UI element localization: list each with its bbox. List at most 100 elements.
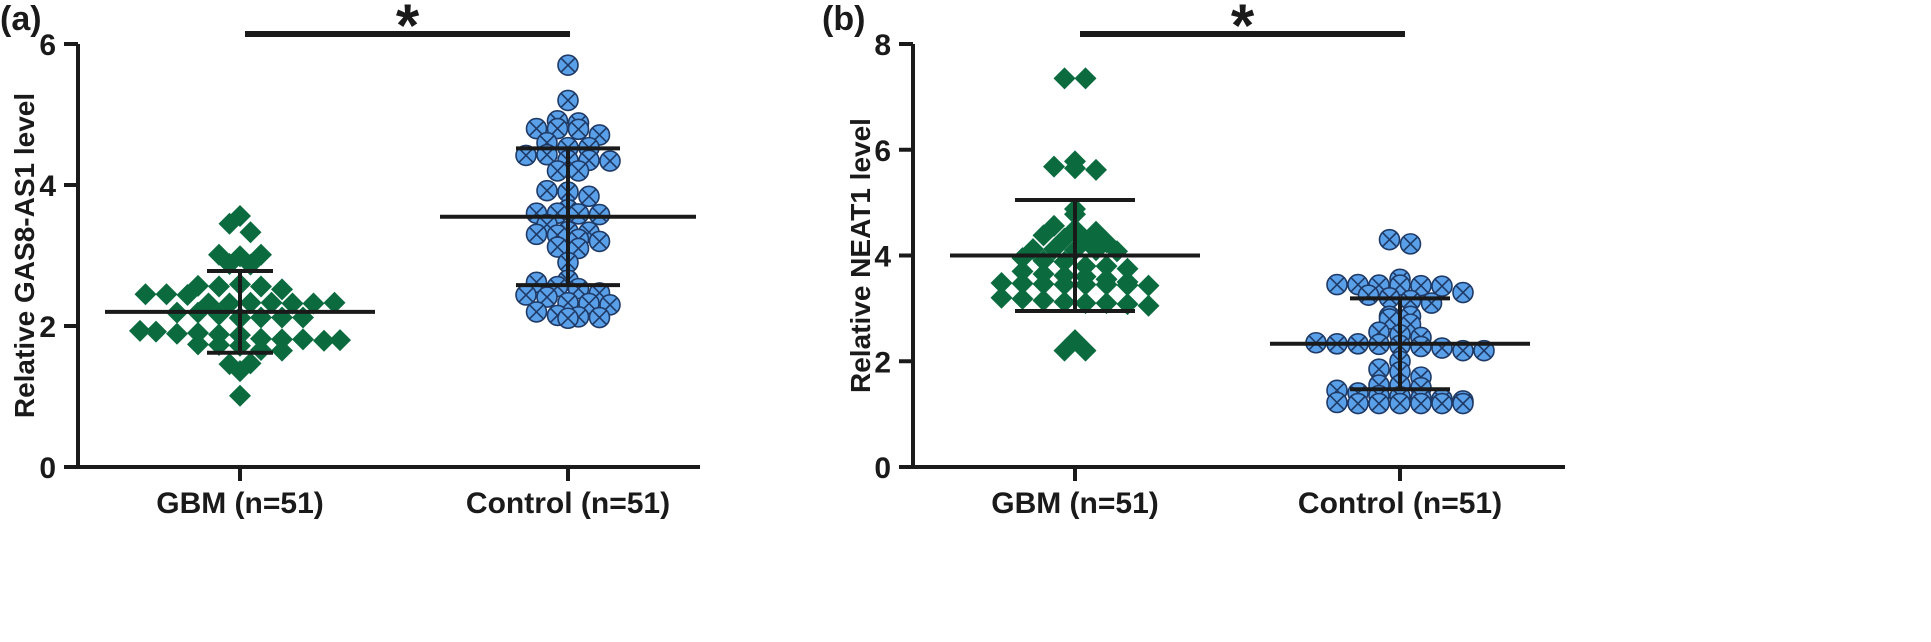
data-point-cross	[550, 163, 565, 179]
data-point-circle-x	[557, 54, 579, 76]
panel-b: (b) 0 2 4 6 8 Relative NEAT1 level GBM (n=51) Co…	[822, 0, 1565, 520]
data-point-diamond	[1011, 287, 1034, 310]
data-point-circle-x	[525, 223, 548, 246]
data-point-circle-x	[1326, 391, 1348, 414]
panel-a: (a) 0 2 4 6 Relative GAS8-AS1 level GBM (n=51)…	[0, 0, 700, 520]
data-point-diamond	[1116, 274, 1139, 297]
data-point-circle-x	[1431, 337, 1453, 359]
data-point-diamond	[187, 333, 209, 356]
data-point-cross	[1329, 395, 1345, 410]
data-point-cross	[550, 121, 565, 136]
y-tick-label: 2	[39, 311, 56, 344]
data-point-diamond	[239, 291, 262, 314]
data-point-cross	[560, 310, 576, 326]
data-point-cross	[602, 153, 618, 169]
data-point-circle-x	[588, 306, 611, 329]
data-point-diamond	[302, 292, 325, 315]
data-point-diamond	[271, 339, 293, 362]
data-point-cross	[571, 241, 586, 256]
data-point-diamond	[292, 328, 314, 351]
data-point-diamond	[1032, 224, 1055, 247]
data-point-diamond	[1085, 158, 1107, 181]
data-point-diamond	[1074, 292, 1097, 315]
data-point-cross	[1392, 396, 1408, 411]
data-point-cross	[550, 239, 565, 255]
data-point-diamond	[1032, 289, 1055, 312]
data-point-diamond	[208, 303, 230, 326]
data-point-cross	[539, 289, 555, 305]
data-point-circle-x	[588, 203, 611, 226]
y-tick-label: 4	[874, 241, 891, 274]
data-point-cross	[560, 93, 576, 108]
data-point-circle-x	[1452, 281, 1474, 304]
data-point-diamond	[281, 292, 304, 315]
data-point-diamond	[260, 291, 283, 314]
y-axis-label: Relative GAS8-AS1 level	[9, 93, 40, 418]
data-point-cross	[1329, 277, 1345, 292]
data-point-circle-x	[1431, 275, 1453, 297]
significance-marker: *	[396, 0, 420, 59]
data-point-diamond	[1032, 273, 1055, 296]
data-point-diamond	[1043, 155, 1065, 178]
data-point-circle-x	[1347, 392, 1369, 415]
data-point-cross	[592, 234, 607, 249]
data-point-cross	[1403, 236, 1418, 252]
data-point-cross	[518, 287, 534, 303]
data-point-circle-x	[1399, 233, 1422, 255]
data-point-diamond	[1011, 247, 1034, 270]
data-point-diamond	[1011, 272, 1034, 295]
panel-label: (b)	[822, 0, 865, 38]
data-point-circle-x	[1452, 392, 1474, 415]
data-point-diamond	[208, 334, 230, 357]
data-point-circle-x	[1410, 335, 1432, 358]
y-axis-label: Relative NEAT1 level	[845, 118, 876, 393]
data-point-circle-x	[1420, 292, 1443, 314]
data-point-circle-x	[557, 307, 579, 330]
data-point-diamond	[1116, 257, 1139, 280]
data-point-cross	[1371, 361, 1387, 377]
data-point-diamond	[1053, 67, 1076, 90]
data-point-circle-x	[567, 203, 590, 225]
y-tick-label: 0	[874, 452, 891, 485]
y-tick-label: 4	[39, 170, 56, 203]
data-point-circle-x	[1431, 392, 1453, 415]
data-point-cross	[1350, 396, 1366, 411]
data-point-cross	[529, 121, 544, 136]
data-point-diamond	[271, 278, 293, 301]
data-point-diamond	[1074, 67, 1097, 90]
x-tick-label: Control (n=51)	[1298, 487, 1502, 520]
data-point-cross	[1403, 293, 1418, 308]
data-point-cross	[592, 310, 607, 325]
data-point-cross	[539, 183, 555, 199]
data-point-circle-x	[599, 150, 621, 172]
data-point-cross	[1371, 396, 1387, 411]
data-point-circle-x	[588, 230, 611, 253]
data-point-cross	[529, 304, 544, 320]
data-point-circle-x	[1378, 228, 1401, 251]
data-point-cross	[581, 188, 597, 204]
data-point-circle-x	[1357, 284, 1380, 306]
data-point-diamond	[1074, 273, 1097, 296]
data-point-diamond	[208, 243, 230, 266]
data-point-diamond	[1137, 294, 1160, 317]
data-point-diamond	[1095, 255, 1118, 278]
y-tick-label: 6	[874, 135, 891, 168]
data-point-cross	[1434, 278, 1450, 294]
data-point-diamond	[271, 328, 293, 351]
data-point-diamond	[250, 275, 272, 298]
y-tick-label: 0	[39, 452, 56, 485]
data-point-diamond	[1064, 157, 1086, 180]
data-point-diamond	[1095, 273, 1118, 296]
data-point-circle-x	[1326, 273, 1348, 296]
data-point-circle-x	[567, 118, 590, 141]
data-point-diamond	[155, 283, 178, 306]
data-point-cross	[1455, 285, 1471, 300]
significance-marker: *	[1231, 0, 1255, 59]
data-point-diamond	[176, 283, 199, 306]
data-point-diamond	[218, 212, 241, 235]
y-tick-label: 2	[874, 346, 891, 379]
data-point-diamond	[166, 322, 188, 345]
data-point-circle-x	[515, 144, 537, 167]
data-point-cross	[1350, 277, 1366, 292]
